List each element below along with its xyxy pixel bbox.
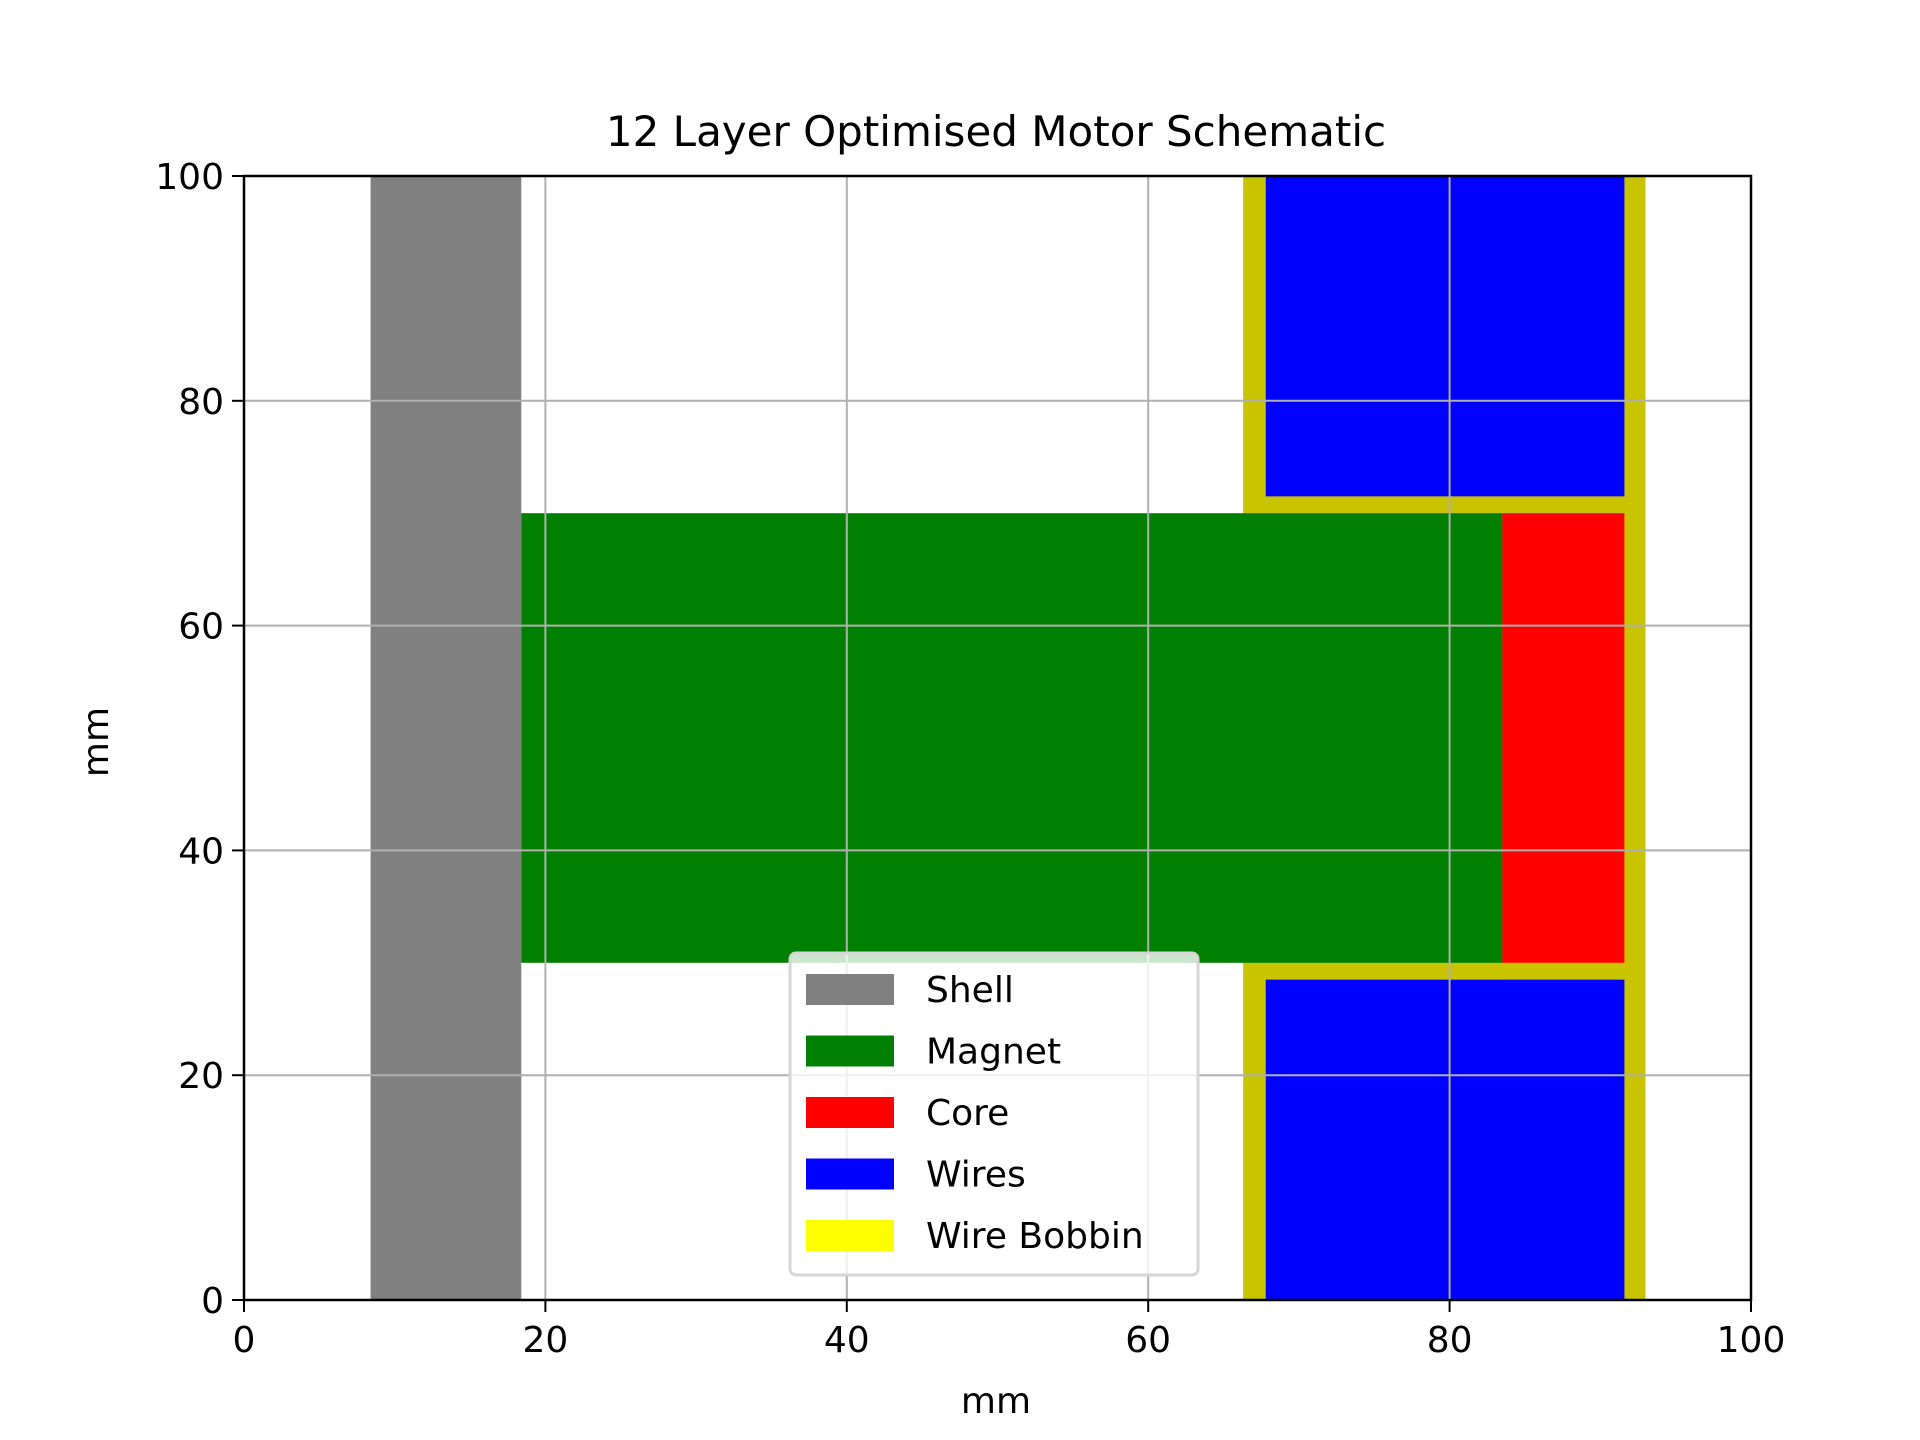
- legend-label-wire-bobbin: Wire Bobbin: [926, 1216, 1144, 1257]
- x-tick-label-20: 20: [522, 1320, 568, 1361]
- legend-swatch-wire-bobbin: [806, 1220, 894, 1251]
- legend-label-wires: Wires: [926, 1155, 1026, 1196]
- x-axis: 0 20 40 60 80 100: [233, 1300, 1786, 1361]
- region-shell-0: [370, 176, 522, 1300]
- legend-label-magnet: Magnet: [926, 1032, 1061, 1073]
- x-tick-label-40: 40: [824, 1320, 870, 1361]
- legend-swatch-wires: [806, 1158, 894, 1190]
- legend-swatch-magnet: [806, 1035, 894, 1067]
- region-wires-5: [1265, 979, 1625, 1300]
- x-tick-label-60: 60: [1125, 1320, 1171, 1361]
- y-axis: 0 20 40 60 80 100: [155, 157, 244, 1322]
- legend-box: [788, 951, 1200, 1277]
- x-tick-label-100: 100: [1717, 1320, 1786, 1361]
- y-tick-label-0: 0: [201, 1281, 224, 1322]
- y-tick-label-20: 20: [178, 1056, 224, 1097]
- legend: Shell Magnet Core Wires Wire Bobbin: [788, 951, 1200, 1277]
- legend-swatch-core: [806, 1097, 894, 1128]
- region-magnet-2: [521, 513, 1503, 963]
- y-tick-label-100: 100: [155, 157, 224, 198]
- legend-label-core: Core: [926, 1093, 1009, 1134]
- axes-frame: [242, 174, 1753, 1302]
- x-tick-label-80: 80: [1427, 1320, 1473, 1361]
- x-tick-label-0: 0: [233, 1320, 256, 1361]
- chart-title: 12 Layer Optimised Motor Schematic: [606, 107, 1386, 156]
- region-core-3: [1502, 513, 1625, 963]
- y-tick-label-80: 80: [178, 382, 224, 423]
- legend-label-shell: Shell: [926, 970, 1014, 1011]
- y-axis-label: mm: [76, 707, 117, 777]
- y-tick-label-60: 60: [178, 607, 224, 648]
- y-tick-label-40: 40: [178, 831, 224, 872]
- region-layer: [370, 176, 1646, 1300]
- x-axis-label: mm: [961, 1381, 1031, 1422]
- legend-swatch-shell: [806, 974, 894, 1005]
- region-wires-4: [1265, 176, 1625, 497]
